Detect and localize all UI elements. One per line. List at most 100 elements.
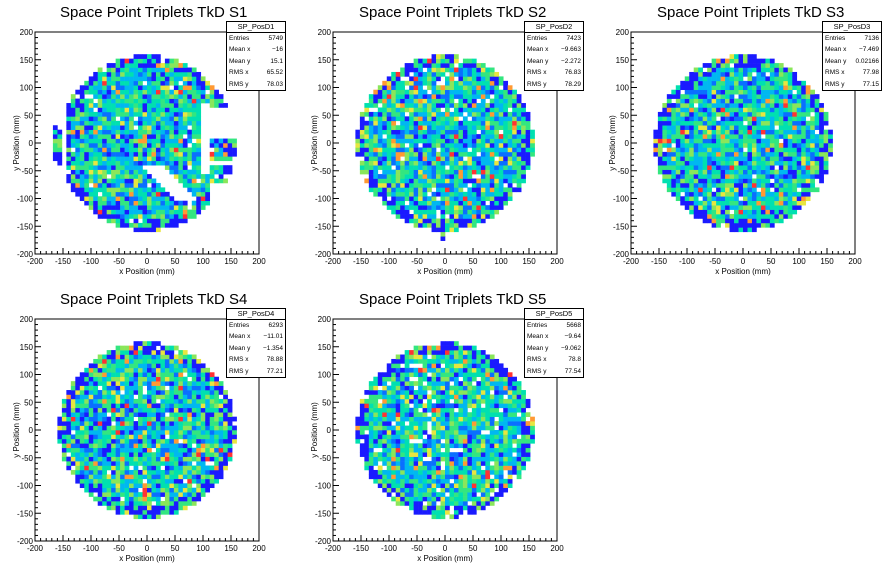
heat-cell xyxy=(133,363,139,369)
heat-cell xyxy=(462,58,468,64)
heat-cell xyxy=(173,358,179,364)
heat-cell xyxy=(792,147,798,153)
heat-cell xyxy=(689,191,695,197)
heat-cell xyxy=(129,200,134,206)
heat-cell xyxy=(93,412,99,417)
heat-cell xyxy=(458,125,464,130)
heat-cell xyxy=(205,478,211,484)
heat-cell xyxy=(97,363,103,369)
heat-cell xyxy=(711,196,717,202)
heat-cell xyxy=(187,421,193,426)
heat-cell xyxy=(160,394,166,400)
heat-cell xyxy=(467,85,473,91)
heat-cell xyxy=(747,111,753,117)
heat-cell xyxy=(503,147,509,153)
heat-cell xyxy=(155,80,161,86)
heat-cell xyxy=(453,187,459,193)
heat-cell xyxy=(436,205,441,210)
heat-cell xyxy=(79,156,85,162)
heat-cell xyxy=(164,407,170,413)
heat-cell xyxy=(75,107,81,113)
heat-cell xyxy=(778,200,784,206)
heat-cell xyxy=(436,222,441,228)
heat-cell xyxy=(467,209,473,215)
heat-cell xyxy=(97,147,103,153)
heat-cell xyxy=(751,76,757,82)
heat-cell xyxy=(734,160,739,166)
heat-cell xyxy=(680,200,686,206)
heat-cell xyxy=(449,103,455,108)
heat-cell xyxy=(151,94,157,99)
heat-cell xyxy=(480,205,486,210)
heat-cell xyxy=(743,89,748,95)
heat-cell xyxy=(182,425,188,431)
heat-cell xyxy=(436,107,441,113)
heat-cell xyxy=(814,156,820,162)
heat-cell xyxy=(200,456,206,462)
heat-cell xyxy=(769,85,775,91)
heat-cell xyxy=(111,367,116,373)
heat-cell xyxy=(133,111,139,117)
heat-cell xyxy=(223,165,228,170)
heat-cell xyxy=(725,178,730,184)
heat-cell xyxy=(783,129,789,135)
heat-cell xyxy=(169,430,175,435)
heat-cell xyxy=(124,147,130,153)
heat-cell xyxy=(205,98,211,104)
heat-cell xyxy=(485,138,491,144)
heat-cell xyxy=(142,209,148,215)
x-tick-label: -150 xyxy=(651,257,668,266)
heat-cell xyxy=(111,191,116,197)
heat-cell xyxy=(160,478,166,484)
heat-cell xyxy=(449,120,455,126)
heat-cell xyxy=(774,151,780,157)
heat-cell xyxy=(178,151,184,157)
heat-cell xyxy=(711,71,717,77)
heat-cell xyxy=(494,151,500,157)
heat-cell xyxy=(503,200,509,206)
heat-cell xyxy=(805,191,811,197)
heat-cell xyxy=(480,151,486,157)
heat-cell xyxy=(196,187,202,193)
heat-cell xyxy=(57,430,63,435)
heat-cell xyxy=(787,85,793,91)
heat-cell xyxy=(494,85,500,91)
heat-cell xyxy=(693,138,699,144)
heat-cell xyxy=(84,367,90,373)
heat-cell xyxy=(133,505,139,511)
heat-cell xyxy=(413,209,419,215)
heat-cell xyxy=(142,178,148,184)
heat-cell xyxy=(485,151,491,157)
heat-cell xyxy=(84,443,90,449)
heat-cell xyxy=(400,116,405,122)
heat-cell xyxy=(178,385,184,391)
heat-cell xyxy=(178,71,184,77)
heat-cell xyxy=(173,125,179,130)
heat-cell xyxy=(427,205,432,210)
heat-cell xyxy=(400,214,405,219)
heat-cell xyxy=(205,474,211,480)
heat-cell xyxy=(173,94,179,99)
heat-cell xyxy=(778,67,784,73)
heat-cell xyxy=(458,147,464,153)
heat-cell xyxy=(774,187,780,193)
heat-cell xyxy=(716,178,721,184)
heat-cell xyxy=(164,381,170,386)
heat-cell xyxy=(409,151,414,157)
heat-cell xyxy=(404,138,410,144)
heat-cell xyxy=(751,165,757,170)
heat-cell xyxy=(680,98,686,104)
heat-cell xyxy=(675,147,681,153)
heat-cell xyxy=(178,160,184,166)
heat-cell xyxy=(476,111,482,117)
heat-cell xyxy=(725,160,730,166)
heat-cell xyxy=(133,345,139,351)
heat-cell xyxy=(462,89,468,95)
heat-cell xyxy=(382,147,388,153)
heat-cell xyxy=(155,385,161,391)
heat-cell xyxy=(115,354,121,360)
heat-cell xyxy=(120,505,125,511)
heat-cell xyxy=(205,196,211,202)
heat-cell xyxy=(187,394,193,400)
heat-cell xyxy=(129,103,134,108)
